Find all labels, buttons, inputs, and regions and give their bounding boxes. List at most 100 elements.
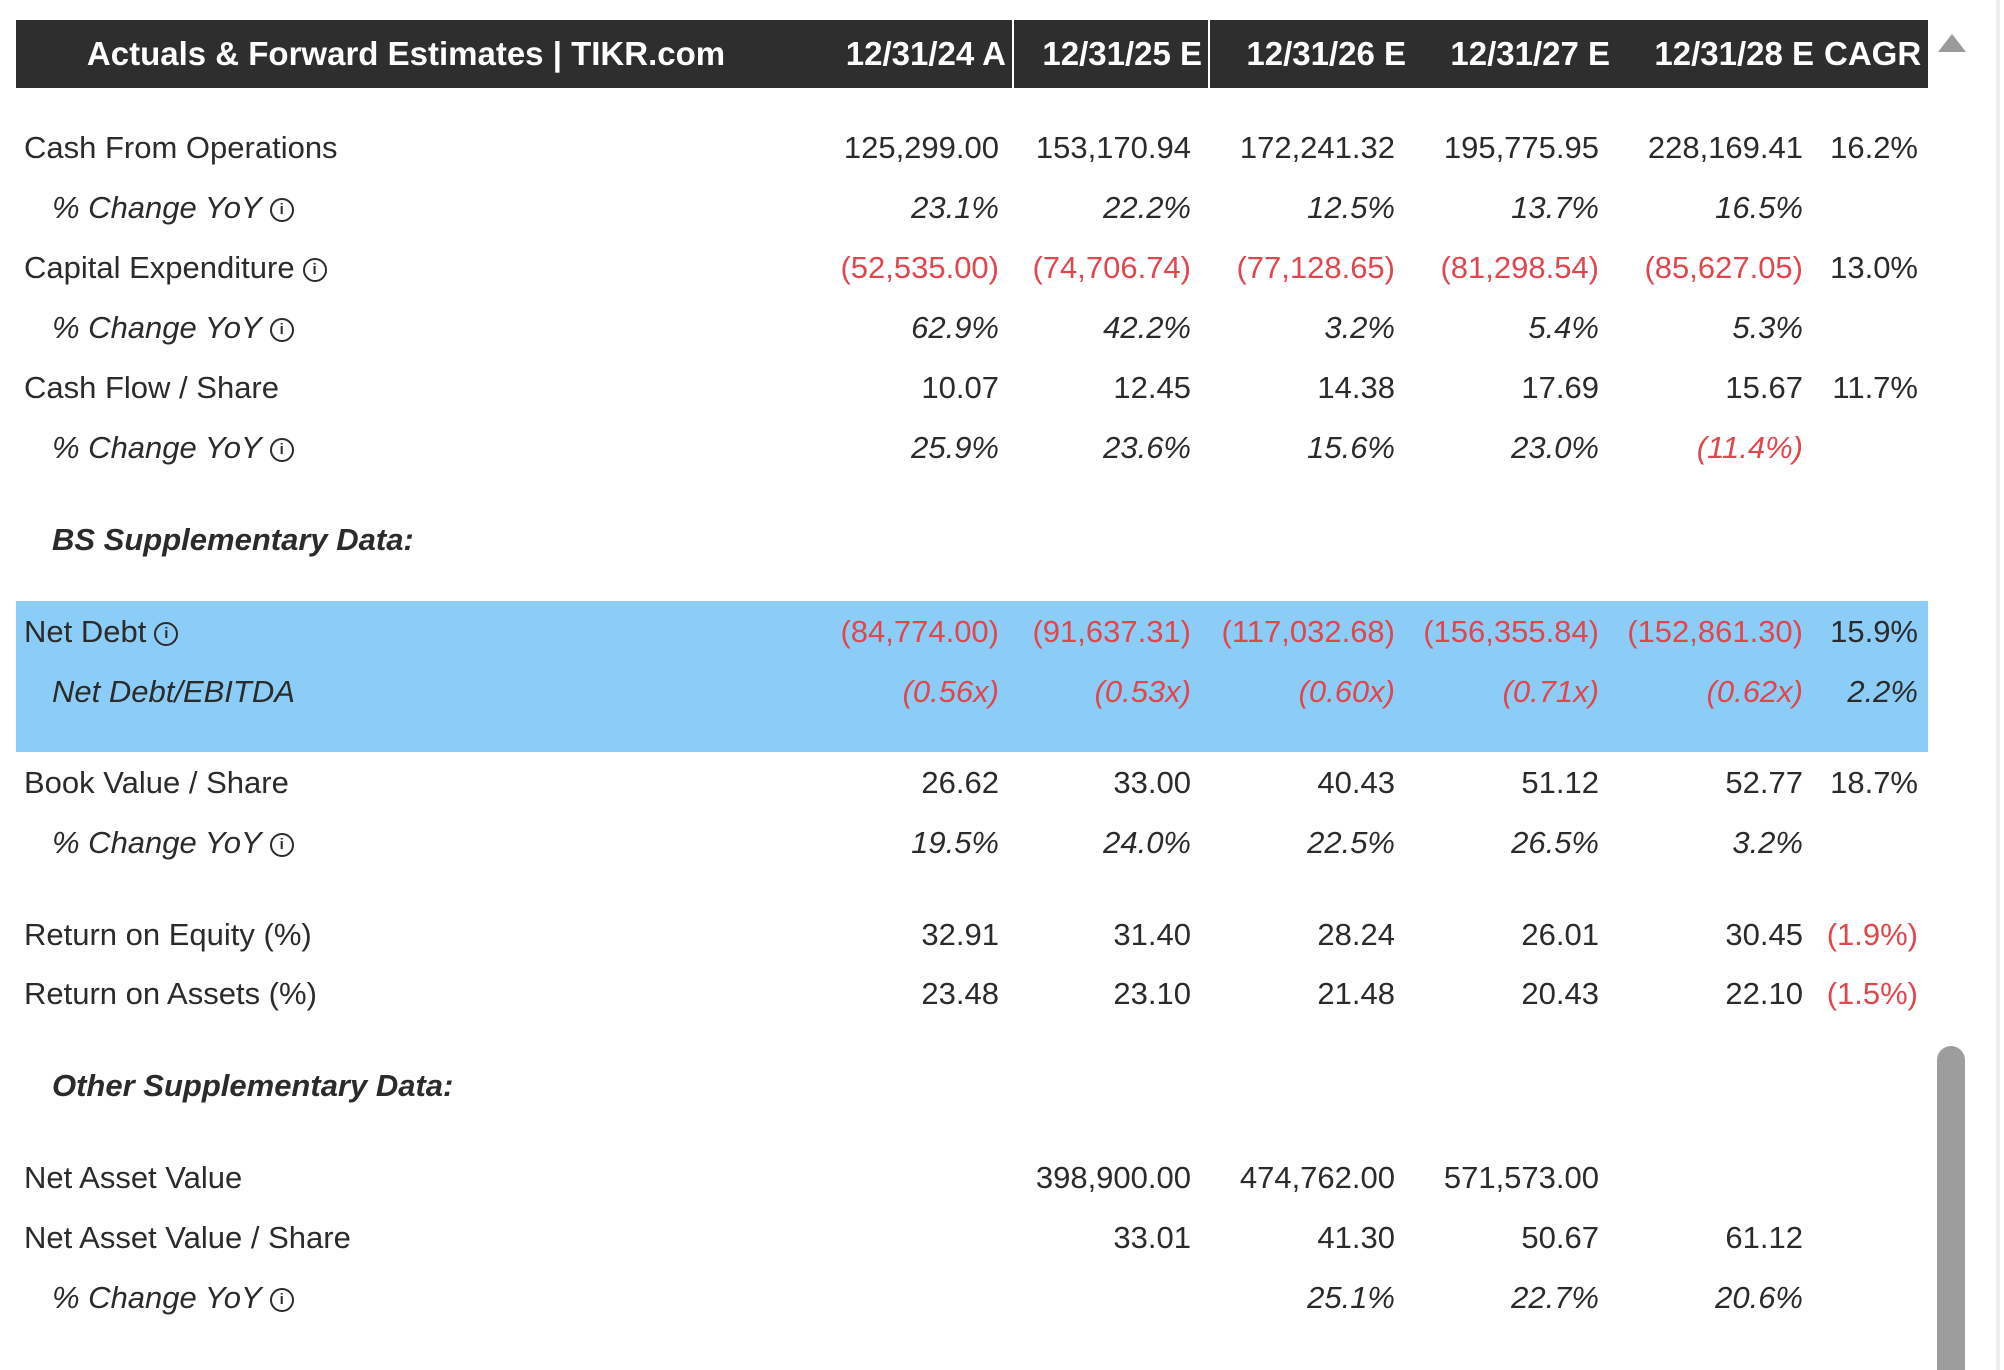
row-label-capital-expenditure: Capital Expenditure i	[24, 248, 327, 288]
row-label-pct-change-yoy: % Change YoY i	[52, 188, 294, 228]
column-header-2028[interactable]: 12/31/28 E	[1654, 35, 1814, 72]
cell-value: 125,299.00	[843, 130, 999, 165]
cell-value: 13.7%	[1511, 190, 1599, 225]
column-divider	[1208, 20, 1210, 88]
cell-cagr: (1.5%)	[1826, 976, 1918, 1011]
cell-value: 42.2%	[1103, 310, 1191, 345]
cell-value: 15.6%	[1307, 430, 1395, 465]
cell-value: (152,861.30)	[1627, 614, 1803, 649]
row-label-net-debt[interactable]: Net Debt i	[24, 612, 179, 652]
row-label-cash-from-operations: Cash From Operations	[24, 130, 338, 165]
row-label-return-on-assets: Return on Assets (%)	[24, 976, 317, 1011]
info-circle-icon[interactable]: i	[269, 832, 294, 857]
info-circle-icon[interactable]: i	[269, 1287, 294, 1312]
cell-value: (0.62x)	[1706, 674, 1803, 709]
cell-value: (0.56x)	[902, 674, 999, 709]
info-circle-icon[interactable]: i	[154, 621, 179, 646]
cell-value: 23.10	[1113, 976, 1191, 1011]
cell-value: 195,775.95	[1443, 130, 1599, 165]
column-divider	[1012, 20, 1014, 88]
row-label-net-asset-value: Net Asset Value	[24, 1160, 243, 1195]
cell-value: 21.48	[1317, 976, 1395, 1011]
row-label-pct-change-yoy: % Change YoY i	[52, 1278, 294, 1318]
cell-value: 22.5%	[1307, 825, 1395, 860]
scrollbar-track[interactable]	[1996, 0, 2000, 1370]
cell-value: 10.07	[921, 370, 999, 405]
cell-value: 32.91	[921, 917, 999, 952]
cell-value: 172,241.32	[1239, 130, 1395, 165]
info-circle-icon[interactable]: i	[269, 197, 294, 222]
cell-value: 23.6%	[1103, 430, 1191, 465]
cell-value: 153,170.94	[1035, 130, 1191, 165]
cell-value: 50.67	[1521, 1220, 1599, 1255]
column-header-cagr[interactable]: CAGR	[1824, 35, 1922, 72]
cell-value: 3.2%	[1732, 825, 1803, 860]
row-label-pct-change-yoy: % Change YoY i	[52, 308, 294, 348]
cell-value: 571,573.00	[1443, 1160, 1599, 1195]
cell-value: (81,298.54)	[1440, 250, 1599, 285]
cell-cagr: 13.0%	[1830, 250, 1918, 285]
cell-value: 23.48	[921, 976, 999, 1011]
cell-value: 15.67	[1725, 370, 1803, 405]
column-header-2025[interactable]: 12/31/25 E	[1042, 35, 1202, 72]
cell-value: 28.24	[1317, 917, 1395, 952]
cell-value: (11.4%)	[1696, 430, 1803, 465]
column-header-2024[interactable]: 12/31/24 A	[845, 35, 1006, 72]
row-label-pct-change-yoy: % Change YoY i	[52, 823, 294, 863]
cell-value: 14.38	[1317, 370, 1395, 405]
cell-value: 20.6%	[1715, 1280, 1803, 1315]
cell-value: (156,355.84)	[1423, 614, 1599, 649]
section-heading-other-supplementary: Other Supplementary Data:	[52, 1068, 454, 1103]
cell-value: 30.45	[1725, 917, 1803, 952]
row-label-return-on-equity: Return on Equity (%)	[24, 917, 312, 952]
cell-value: 5.3%	[1732, 310, 1803, 345]
cell-value: (52,535.00)	[840, 250, 999, 285]
cell-value: 22.10	[1725, 976, 1803, 1011]
column-header-2027[interactable]: 12/31/27 E	[1450, 35, 1610, 72]
cell-value: 12.45	[1113, 370, 1191, 405]
cell-value: 17.69	[1521, 370, 1599, 405]
cell-value: 22.2%	[1103, 190, 1191, 225]
cell-value: (77,128.65)	[1236, 250, 1395, 285]
selected-row-highlight	[16, 601, 1928, 752]
table-header: Actuals & Forward Estimates | TIKR.com 1…	[16, 20, 1928, 88]
row-label-net-debt-ebitda[interactable]: Net Debt/EBITDA	[52, 674, 295, 709]
cell-value: (91,637.31)	[1032, 614, 1191, 649]
cell-value: 228,169.41	[1647, 130, 1803, 165]
cell-value: 40.43	[1317, 765, 1395, 800]
column-header-2026[interactable]: 12/31/26 E	[1246, 35, 1406, 72]
info-circle-icon[interactable]: i	[269, 317, 294, 342]
cell-value: 22.7%	[1511, 1280, 1599, 1315]
info-circle-icon[interactable]: i	[302, 257, 327, 282]
cell-cagr: 11.7%	[1832, 370, 1918, 405]
cell-value: 20.43	[1521, 976, 1599, 1011]
cell-value: 33.00	[1113, 765, 1191, 800]
cell-value: 33.01	[1113, 1220, 1191, 1255]
section-heading-bs-supplementary: BS Supplementary Data:	[52, 522, 414, 557]
cell-value: 61.12	[1725, 1220, 1803, 1255]
cell-value: 62.9%	[911, 310, 999, 345]
cell-value: (117,032.68)	[1221, 614, 1396, 649]
cell-value: (0.71x)	[1502, 674, 1599, 709]
cell-value: 398,900.00	[1035, 1160, 1191, 1195]
info-circle-icon[interactable]: i	[269, 437, 294, 462]
cell-value: 26.62	[921, 765, 999, 800]
cell-value: 26.01	[1521, 917, 1599, 952]
cell-value: (74,706.74)	[1032, 250, 1191, 285]
cell-value: 23.1%	[911, 190, 999, 225]
cell-value: (0.53x)	[1094, 674, 1191, 709]
cell-value: 41.30	[1317, 1220, 1395, 1255]
scroll-up-arrow-icon[interactable]	[1938, 34, 1966, 52]
cell-value: 25.9%	[911, 430, 999, 465]
cell-value: 23.0%	[1511, 430, 1599, 465]
cell-value: 474,762.00	[1239, 1160, 1395, 1195]
header-title: Actuals & Forward Estimates | TIKR.com	[86, 35, 726, 72]
scrollbar-thumb[interactable]	[1937, 1046, 1965, 1370]
cell-value: 24.0%	[1103, 825, 1191, 860]
cell-value: 25.1%	[1307, 1280, 1395, 1315]
row-label-book-value-per-share: Book Value / Share	[24, 765, 289, 800]
cell-value: 5.4%	[1528, 310, 1599, 345]
cell-cagr: 2.2%	[1847, 674, 1918, 709]
row-label-net-asset-value-per-share: Net Asset Value / Share	[24, 1220, 351, 1255]
cell-value: (85,627.05)	[1644, 250, 1803, 285]
